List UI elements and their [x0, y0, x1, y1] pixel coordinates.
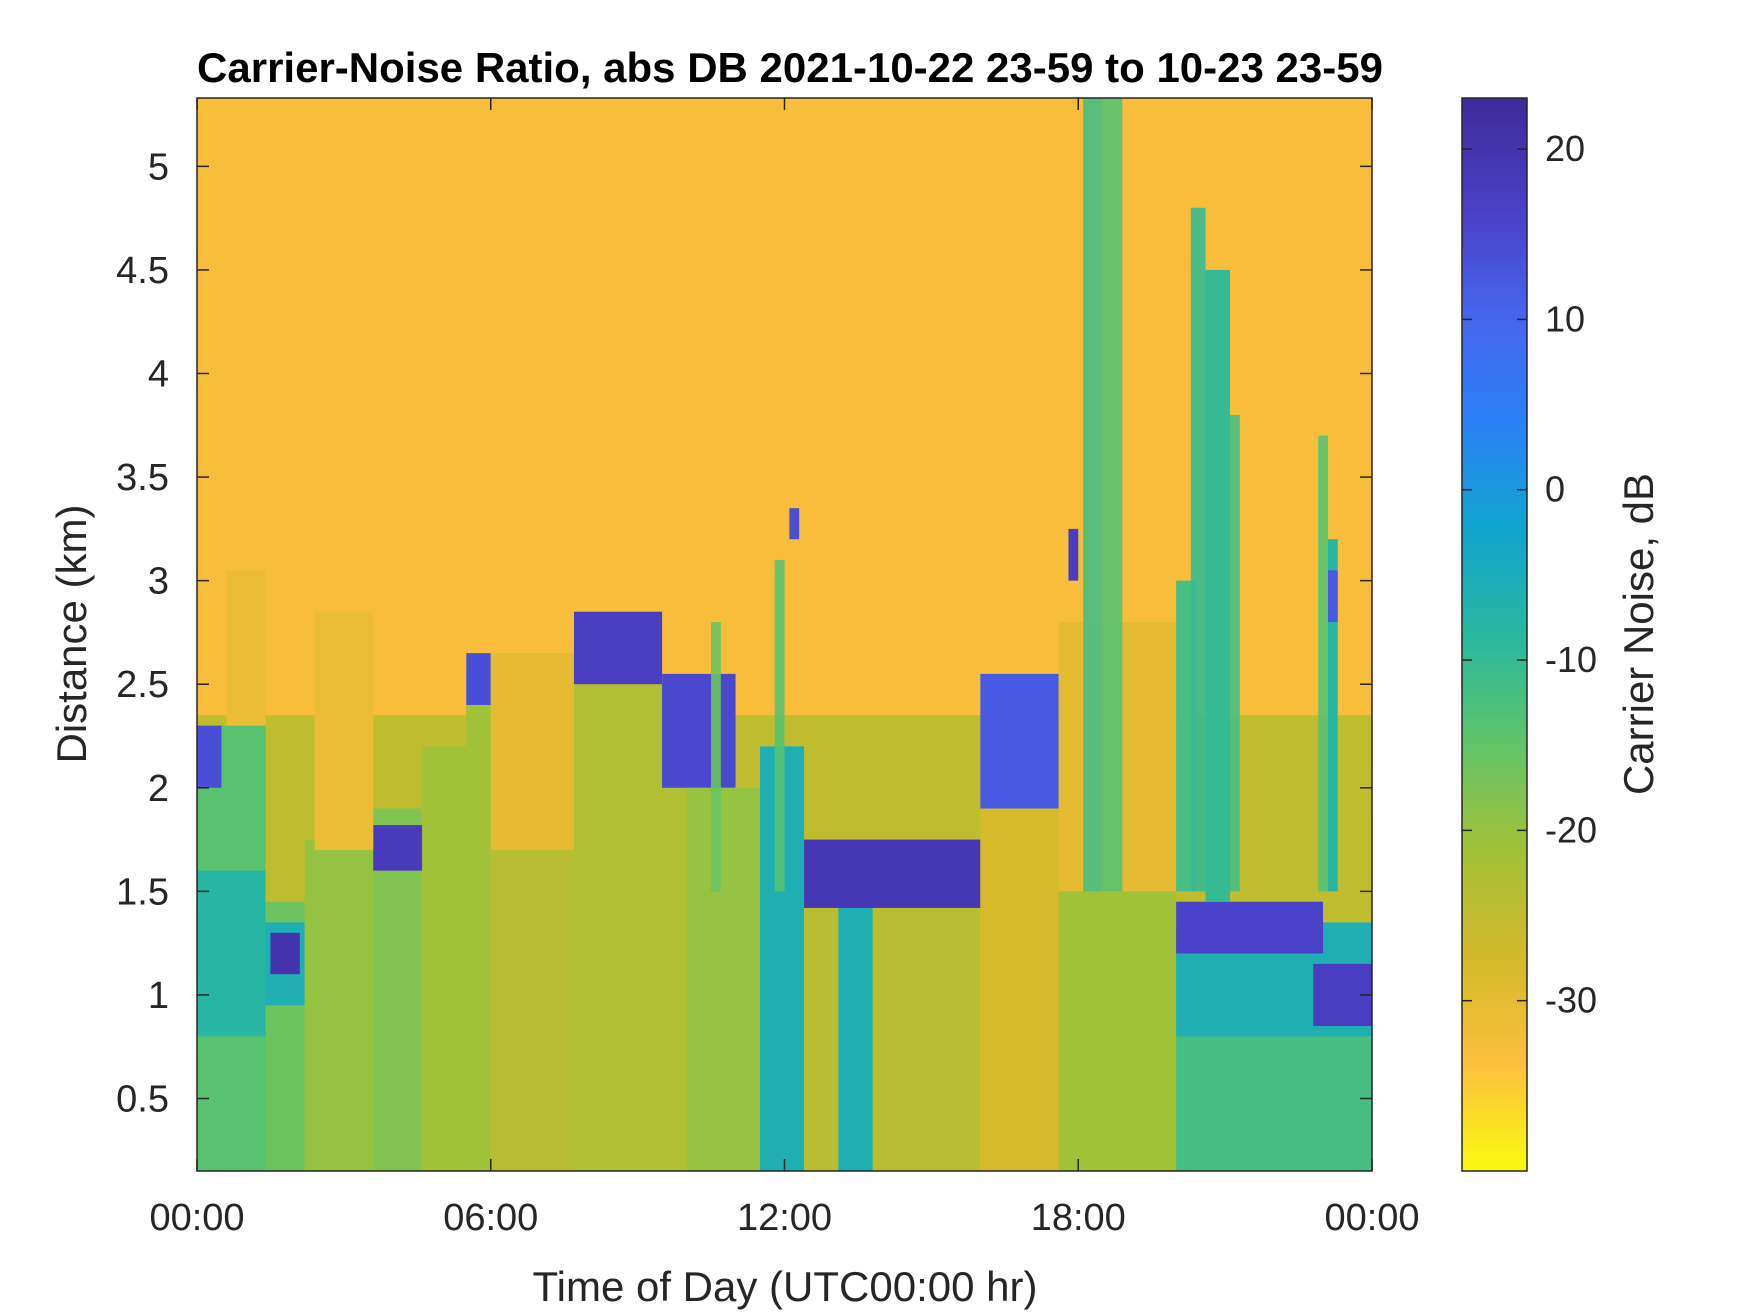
colorbar-tick-label: 20 [1545, 128, 1585, 169]
heatmap-cell [197, 725, 222, 788]
heatmap-cell [804, 839, 981, 908]
heatmap-streak [774, 559, 785, 892]
heatmap-cell [1327, 570, 1338, 623]
x-tick-label: 06:00 [443, 1197, 538, 1239]
heatmap-cell [1205, 269, 1231, 902]
x-tick-label: 12:00 [737, 1197, 832, 1239]
colorbar-ticks: 20 10 0 -10 -20 -30 [1462, 128, 1597, 1021]
heatmap-cell [466, 653, 491, 705]
heatmap-streak [1083, 98, 1103, 892]
colorbar-tick-label: -10 [1545, 639, 1597, 680]
colorbar-tick-label: -30 [1545, 980, 1597, 1021]
colorbar-label: Carrier Noise, dB [1615, 473, 1662, 795]
y-tick-label: 1 [148, 975, 169, 1017]
y-tick-label: 2 [148, 768, 169, 810]
heatmap-cell [789, 508, 800, 540]
heatmap-streak [1190, 207, 1206, 892]
x-axis-label: Time of Day (UTC00:00 hr) [533, 1263, 1038, 1310]
heatmap-streak [1318, 435, 1328, 892]
x-tick-label: 00:00 [1324, 1197, 1419, 1239]
heatmap-cell [838, 901, 873, 1171]
heatmap-cell [1058, 891, 1177, 1171]
heatmap-cell [490, 849, 574, 1171]
heatmap-layer [197, 98, 1372, 1171]
y-tick-label: 3.5 [116, 457, 169, 499]
colorbar-tick-label: 10 [1545, 298, 1585, 339]
colorbar [1461, 97, 1528, 1172]
heatmap-cell [422, 746, 467, 1171]
heatmap-cell [490, 653, 574, 850]
y-tick-label: 4 [148, 354, 169, 396]
heatmap-cell [226, 570, 266, 726]
x-tick-label: 00:00 [149, 1197, 244, 1239]
heatmap-cell [373, 825, 423, 871]
y-axis-label: Distance (km) [48, 504, 95, 763]
heatmap-streak [1230, 414, 1240, 892]
chart-title: Carrier-Noise Ratio, abs DB 2021-10-22 2… [197, 44, 1383, 91]
y-axis-ticks: 0.5 1 1.5 2 2.5 3 3.5 4 4.5 5 [116, 146, 1372, 1121]
colorbar-tick-label: 0 [1545, 469, 1565, 510]
y-tick-label: 1.5 [116, 871, 169, 913]
heatmap-cell [662, 673, 736, 788]
heatmap-cell [980, 673, 1059, 809]
heatmap-streak [711, 622, 721, 892]
heatmap-cell [686, 787, 761, 1171]
heatmap-cell [1068, 528, 1079, 581]
y-tick-label: 3 [148, 561, 169, 603]
heatmap-cell [466, 673, 491, 1171]
heatmap-cell [1176, 901, 1324, 954]
colorbar-tick-label: -20 [1545, 809, 1597, 850]
heatmap-cell [804, 901, 981, 1171]
heatmap-cell [314, 611, 374, 850]
heatmap-cell [270, 932, 300, 975]
x-tick-label: 18:00 [1031, 1197, 1126, 1239]
heatmap-streak [1102, 98, 1123, 892]
y-tick-label: 5 [148, 146, 169, 188]
heatmap-cell [197, 870, 266, 1037]
y-tick-label: 4.5 [116, 250, 169, 292]
x-axis-ticks: 00:00 06:00 12:00 18:00 00:00 [149, 98, 1420, 1239]
y-tick-label: 0.5 [116, 1079, 169, 1121]
heatmap-cell [980, 787, 1059, 1171]
y-tick-label: 2.5 [116, 664, 169, 706]
heatmap-cell [304, 839, 374, 1171]
heatmap-cell [573, 611, 663, 685]
heatmap-cell [1327, 539, 1338, 892]
